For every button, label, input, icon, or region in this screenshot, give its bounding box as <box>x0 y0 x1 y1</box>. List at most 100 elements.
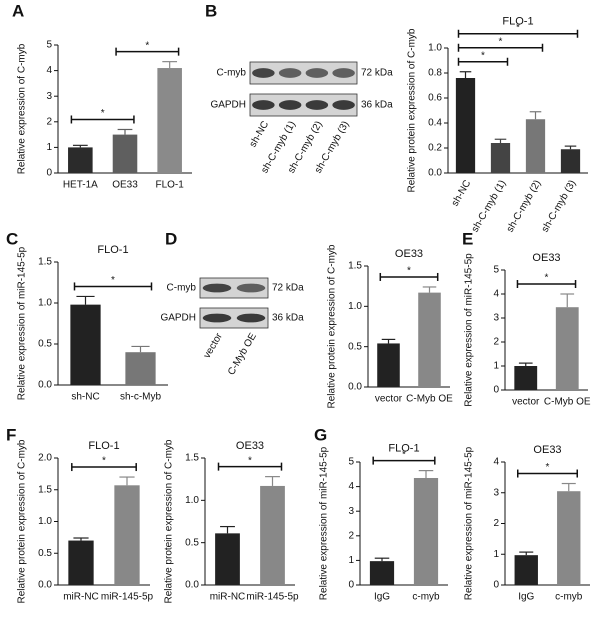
bar <box>215 533 240 585</box>
blot-band <box>252 68 275 78</box>
blot-lane-label: sh-NC <box>248 119 272 149</box>
y-tick-label: 4 <box>348 481 354 492</box>
x-tick-label: sh-C-myb (2) <box>505 178 544 234</box>
y-tick-label: 2 <box>493 337 499 348</box>
y-tick-label: 1.0 <box>185 495 199 506</box>
bar <box>70 304 101 385</box>
y-tick-label: 1.0 <box>38 298 52 309</box>
chart-title: OE33 <box>533 444 561 456</box>
y-axis-label: Relative expression of miR-145-5p <box>464 253 475 407</box>
x-tick-label: FLO-1 <box>155 180 184 191</box>
x-tick-label: miR-NC <box>63 592 99 603</box>
y-tick-label: 1 <box>348 555 354 566</box>
bar <box>68 540 94 585</box>
significance-label: * <box>402 449 406 460</box>
bar <box>369 561 395 585</box>
bar <box>377 343 400 387</box>
blot-strip <box>249 93 358 117</box>
bar <box>514 366 538 390</box>
significance-label: * <box>111 275 115 286</box>
bar <box>125 352 156 385</box>
y-tick-label: 3 <box>46 91 52 102</box>
y-tick-label: 0.8 <box>428 68 442 79</box>
panel-letter: A <box>12 1 24 20</box>
blot-band <box>332 68 355 78</box>
blot-band <box>236 313 266 323</box>
x-tick-label: C-Myb OE <box>406 394 453 405</box>
bar <box>560 149 581 173</box>
y-tick-label: 0.0 <box>38 380 52 391</box>
y-tick-label: 0 <box>493 385 499 396</box>
y-tick-label: 4 <box>493 289 499 300</box>
significance-label: * <box>516 22 520 33</box>
bar <box>514 555 538 585</box>
y-tick-label: 1.5 <box>38 257 52 268</box>
x-tick-label: sh-NC <box>71 392 99 403</box>
blot-strip <box>249 61 358 85</box>
blot-lane-label: vector <box>202 331 225 361</box>
chart-title: FLO-1 <box>502 16 533 28</box>
panel-letter: B <box>205 1 217 20</box>
chart-title: OE33 <box>236 440 264 452</box>
chart-title: OE33 <box>395 248 423 260</box>
panel-letter: G <box>314 425 327 444</box>
y-tick-label: 1 <box>46 142 52 153</box>
significance-label: * <box>248 455 252 466</box>
blot-band <box>252 100 275 110</box>
blot-protein: C-myb <box>167 283 197 294</box>
blot-band <box>202 313 232 323</box>
x-tick-label: vector <box>512 397 540 408</box>
y-tick-label: 0 <box>46 168 52 179</box>
significance-label: * <box>546 462 550 473</box>
y-axis-label: Relative expression of C-myb <box>17 43 28 174</box>
x-tick-label: miR-145-5p <box>246 592 299 603</box>
y-tick-label: 1 <box>493 549 499 560</box>
x-tick-label: sh-C-myb (1) <box>470 178 509 234</box>
y-tick-label: 0.5 <box>38 339 52 350</box>
y-tick-label: 1.5 <box>185 453 199 464</box>
blot-protein: GAPDH <box>210 100 246 111</box>
significance-label: * <box>481 50 485 61</box>
panel-letter: C <box>6 229 18 248</box>
x-tick-label: sh-C-myb (3) <box>540 178 579 234</box>
y-axis-label: Relative expression of miR-145-5p <box>319 446 330 600</box>
x-tick-label: HET-1A <box>63 180 98 191</box>
blot-band <box>305 100 329 110</box>
y-tick-label: 2 <box>493 518 499 529</box>
y-tick-label: 0.2 <box>428 143 442 154</box>
panel-letter: D <box>165 229 177 248</box>
y-tick-label: 0.0 <box>38 580 52 591</box>
y-axis-label: Relative protein expression of C-myb <box>327 244 338 408</box>
bar <box>260 485 285 585</box>
blot-size: 36 kDa <box>272 313 304 324</box>
y-tick-label: 5 <box>46 40 52 51</box>
blot-size: 36 kDa <box>361 100 393 111</box>
y-tick-label: 0 <box>493 580 499 591</box>
x-tick-label: C-Myb OE <box>544 397 591 408</box>
y-tick-label: 0.4 <box>428 118 442 129</box>
y-tick-label: 5 <box>493 265 499 276</box>
x-tick-label: OE33 <box>112 180 138 191</box>
significance-label: * <box>102 456 106 467</box>
chart-title: FLO-1 <box>88 440 119 452</box>
y-tick-label: 0.0 <box>428 168 442 179</box>
y-tick-label: 4 <box>493 457 499 468</box>
x-tick-label: sh-NC <box>450 178 474 208</box>
y-tick-label: 0.6 <box>428 93 442 104</box>
bar <box>557 491 581 585</box>
y-tick-label: 1.5 <box>38 484 52 495</box>
chart-title: FLO-1 <box>97 244 128 256</box>
y-axis-label: Relative protein expression of C-myb <box>407 28 418 192</box>
y-axis-label: Relative expression of miR-145-5p <box>17 246 28 400</box>
y-tick-label: 5 <box>348 457 354 468</box>
bar <box>555 307 579 390</box>
y-tick-label: 1.0 <box>428 43 442 54</box>
significance-label: * <box>145 40 149 51</box>
blot-size: 72 kDa <box>361 68 393 79</box>
y-tick-label: 2 <box>348 530 354 541</box>
blot-lane-label: C-Myb OE <box>226 331 259 377</box>
bar <box>525 119 546 173</box>
significance-label: * <box>407 266 411 277</box>
blot-size: 72 kDa <box>272 283 304 294</box>
y-tick-label: 3 <box>493 487 499 498</box>
